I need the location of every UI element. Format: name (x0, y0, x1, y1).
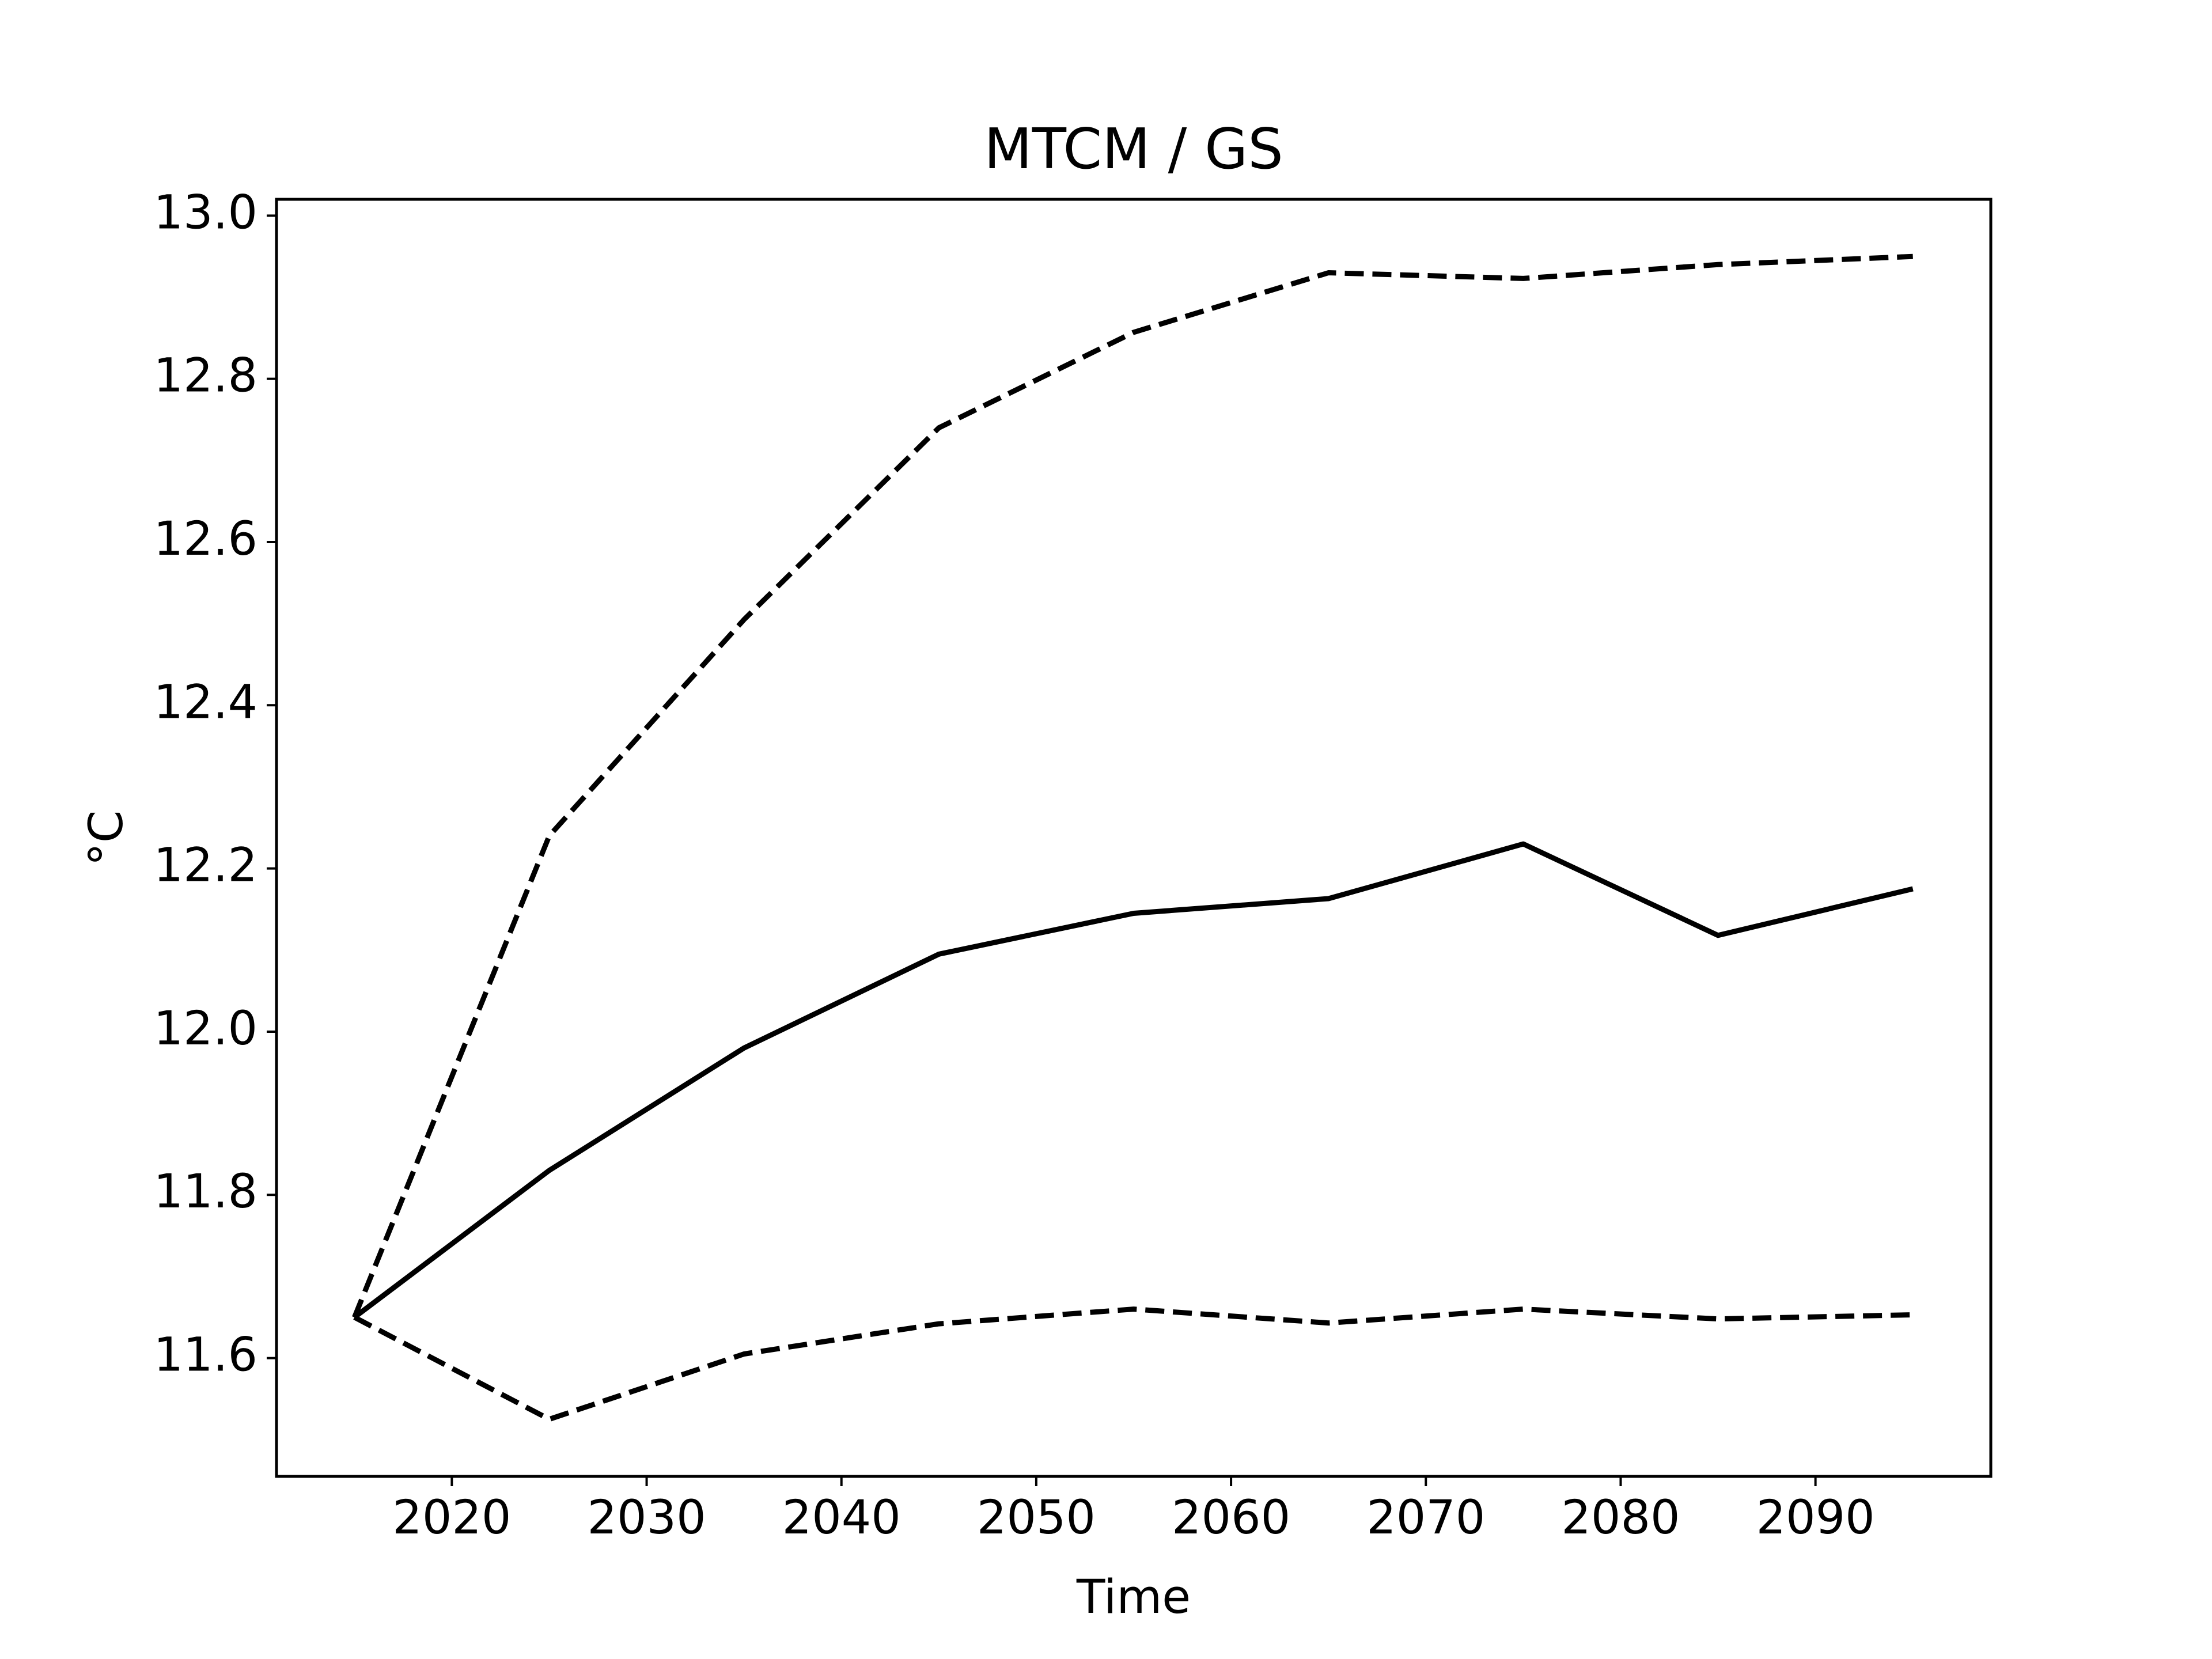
x-tick-label: 2060 (1172, 1491, 1290, 1545)
x-tick-label: 2040 (782, 1491, 901, 1545)
y-tick-label: 12.2 (154, 839, 257, 893)
y-tick-label: 12.4 (154, 675, 257, 729)
x-axis-title: Time (1076, 1570, 1191, 1624)
series-line-3 (353, 1306, 1913, 1422)
y-tick-label: 13.0 (154, 185, 257, 240)
x-tick-label: 2070 (1366, 1491, 1485, 1545)
chart-title: MTCM / GS (984, 116, 1283, 181)
y-axis: 11.6 11.8 12.0 12.2 12.4 12.6 12.8 13.0 (154, 185, 276, 1382)
x-tick-label: 2050 (977, 1491, 1096, 1545)
y-axis-title: °C (79, 810, 134, 866)
x-tick-label: 2080 (1561, 1491, 1680, 1545)
y-tick-label: 12.6 (154, 512, 257, 566)
y-tick-label: 11.8 (154, 1165, 257, 1219)
series-line-2 (352, 253, 1913, 1319)
x-tick-label: 2030 (587, 1491, 706, 1545)
series-layer (352, 253, 1914, 1422)
plot-frame (275, 198, 1993, 1478)
x-axis: 2020 2030 2040 2050 2060 2070 2080 2090 (392, 1476, 1875, 1545)
y-tick-label: 11.6 (154, 1328, 257, 1382)
series-line-1 (353, 841, 1914, 1320)
y-tick-label: 12.0 (154, 1002, 257, 1056)
x-tick-label: 2090 (1756, 1491, 1875, 1545)
x-tick-label: 2020 (392, 1491, 511, 1545)
y-tick-label: 12.8 (154, 349, 257, 403)
